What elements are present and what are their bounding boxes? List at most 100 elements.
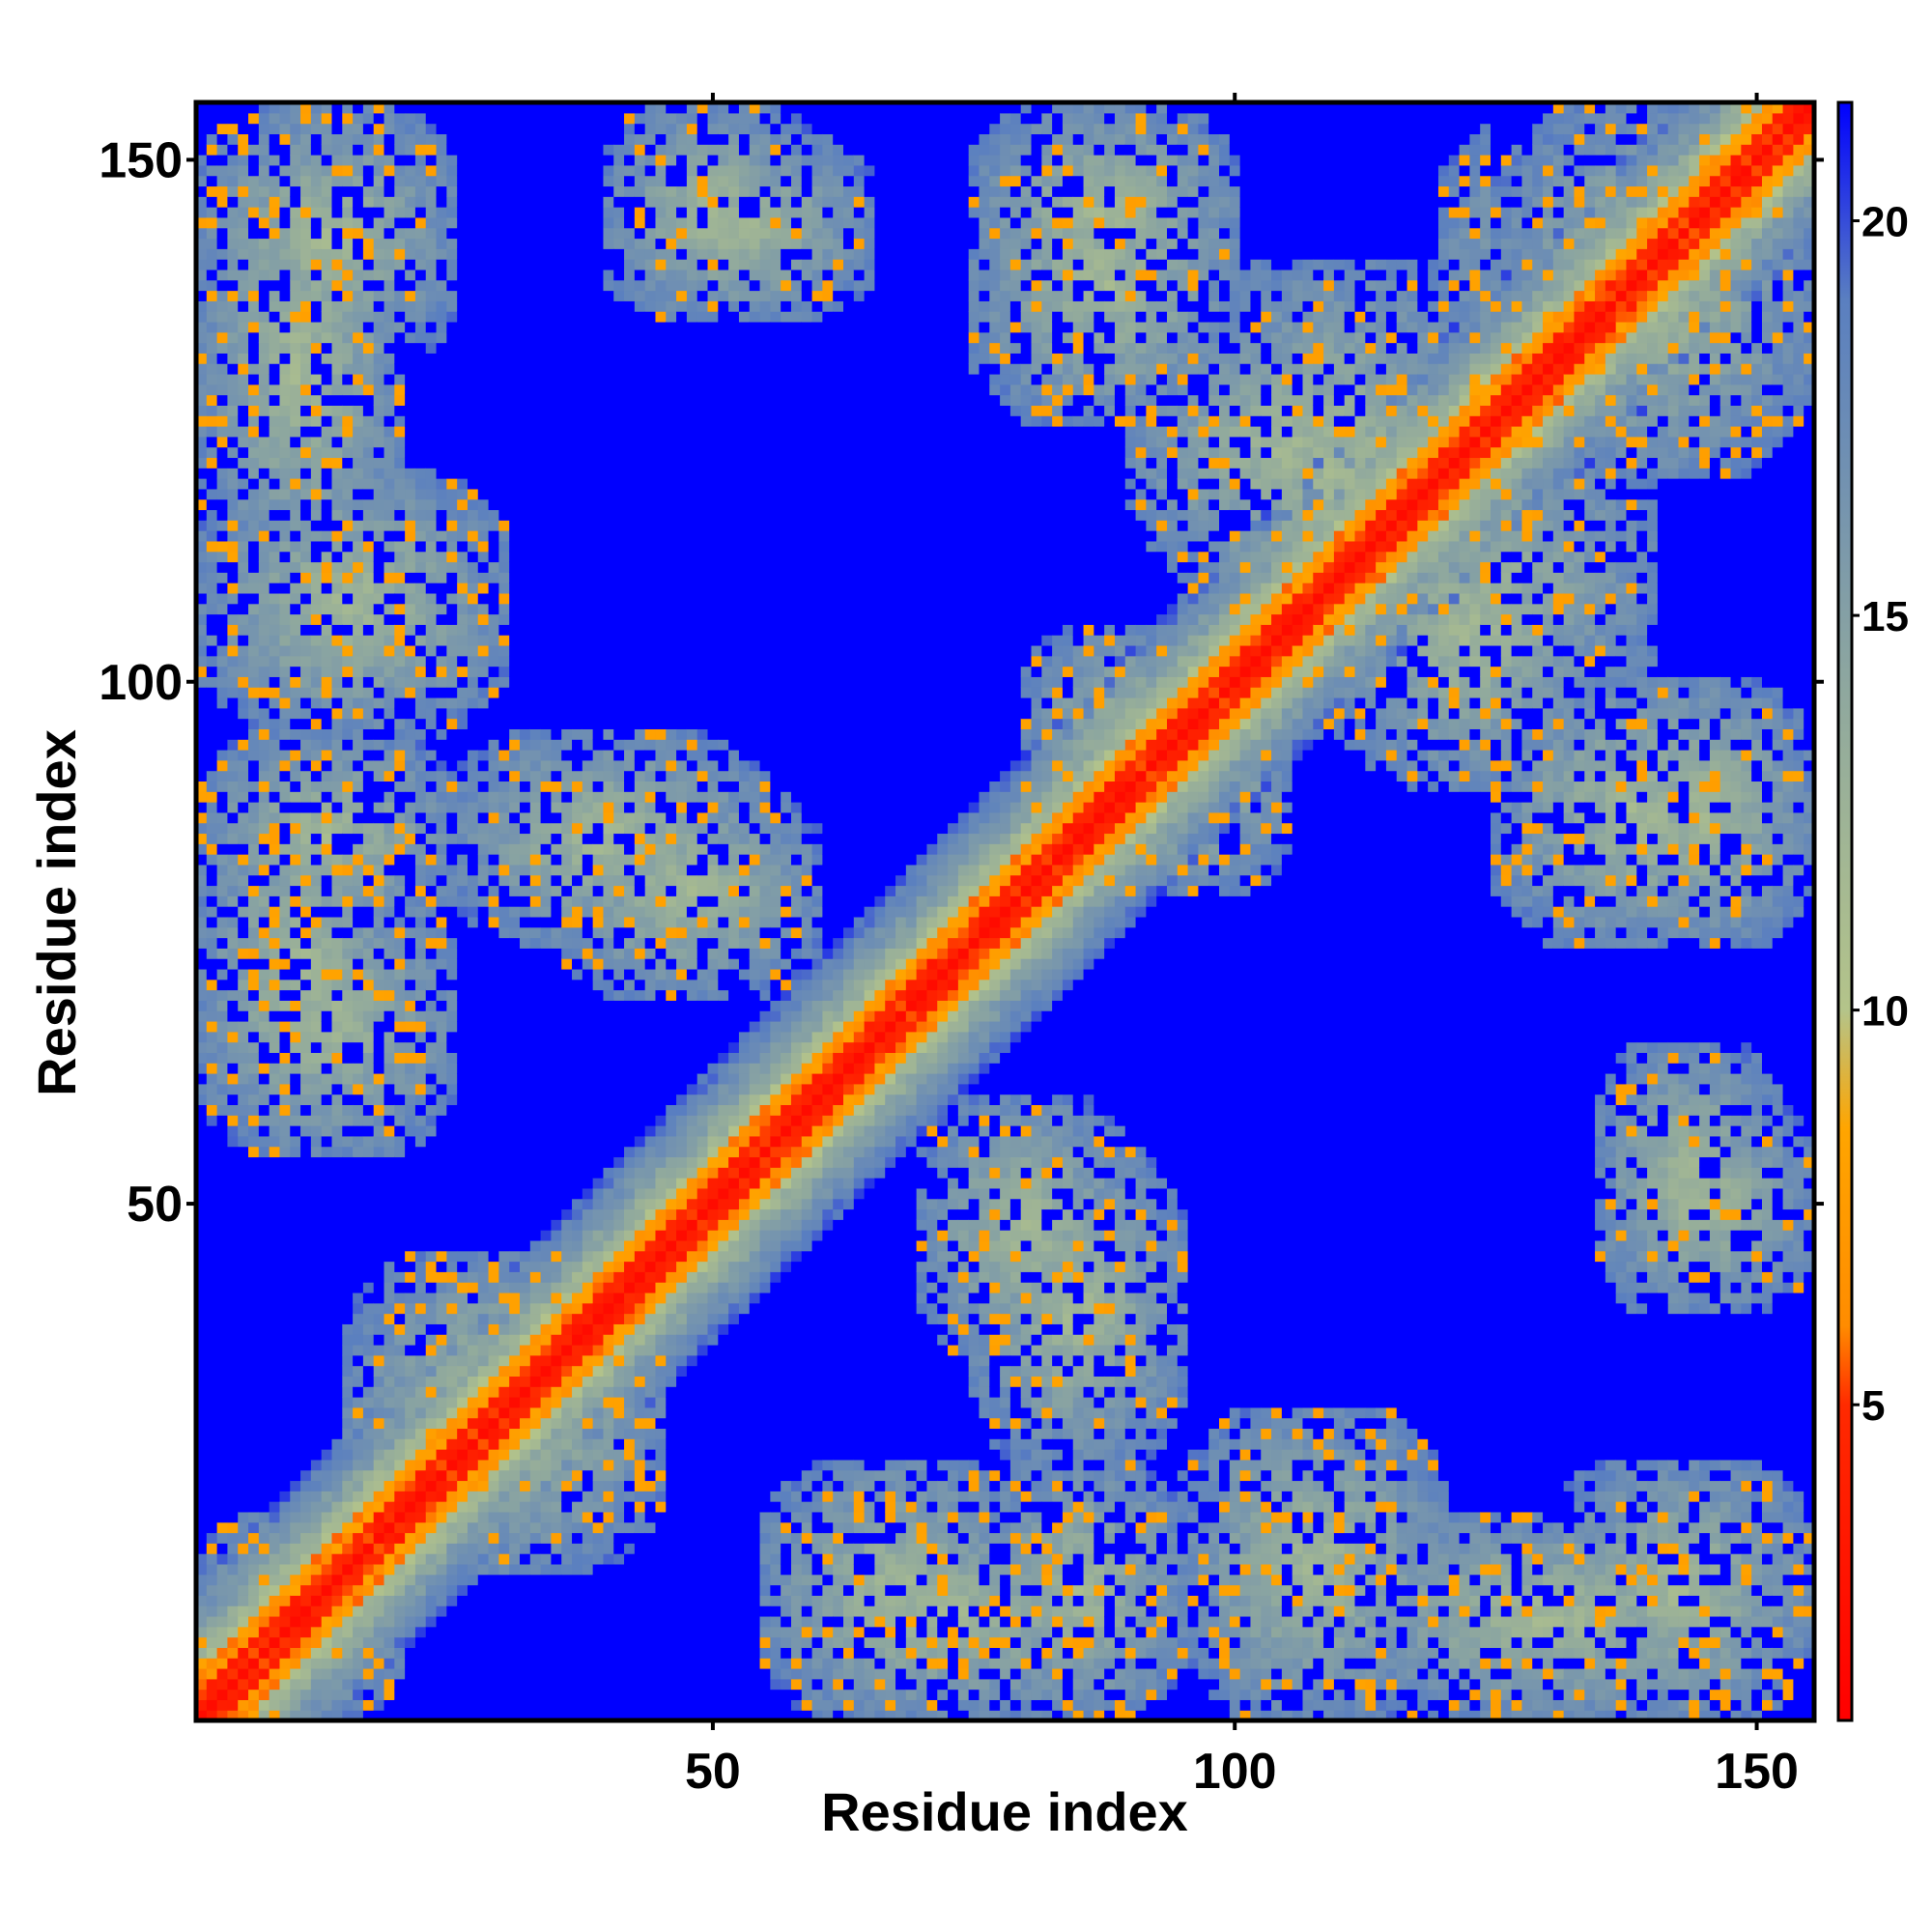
heatmap-cell [353, 938, 363, 949]
heatmap-cell [227, 771, 238, 781]
heatmap-cell [227, 176, 238, 186]
heatmap-cell [437, 280, 447, 291]
heatmap-cell [394, 176, 405, 186]
heatmap-cell [311, 415, 322, 426]
heatmap-cell [270, 624, 280, 635]
heatmap-cell [322, 1376, 332, 1386]
heatmap-cell [509, 958, 520, 969]
heatmap-cell [489, 1491, 499, 1501]
heatmap-cell [363, 1323, 374, 1334]
heatmap-cell [509, 906, 520, 917]
heatmap-cell [468, 176, 478, 186]
heatmap-cell [509, 1522, 520, 1533]
heatmap-cell [394, 895, 405, 906]
heatmap-cell [415, 875, 426, 886]
heatmap-cell [489, 958, 499, 969]
heatmap-cell [259, 374, 270, 384]
heatmap-cell [363, 1167, 374, 1178]
heatmap-cell [270, 468, 280, 478]
heatmap-cell [363, 885, 374, 895]
heatmap-cell [311, 1262, 322, 1272]
heatmap-cell [227, 322, 238, 332]
heatmap-cell [498, 604, 509, 614]
heatmap-cell [238, 1282, 248, 1293]
heatmap-cell [457, 499, 468, 510]
heatmap-cell [322, 980, 332, 990]
heatmap-cell [520, 1052, 530, 1063]
heatmap-cell [322, 520, 332, 530]
heatmap-cell [300, 1532, 311, 1543]
heatmap-cell [509, 1000, 520, 1010]
heatmap-cell [426, 990, 437, 1001]
heatmap-cell [238, 1230, 248, 1240]
heatmap-cell [248, 927, 259, 938]
heatmap-cell [520, 1021, 530, 1032]
heatmap-cell [405, 771, 415, 781]
heatmap-cell [207, 1000, 217, 1010]
heatmap-cell [468, 1418, 478, 1429]
heatmap-cell [468, 1386, 478, 1397]
heatmap-cell [311, 1438, 322, 1449]
heatmap-cell [290, 1532, 300, 1543]
heatmap-cell [238, 207, 248, 217]
heatmap-cell [311, 1668, 322, 1679]
heatmap-cell [217, 530, 228, 541]
heatmap-cell [270, 395, 280, 406]
heatmap-cell [217, 1208, 228, 1219]
heatmap-cell [394, 906, 405, 917]
heatmap-cell [311, 990, 322, 1001]
heatmap-cell [353, 1073, 363, 1084]
heatmap-cell [384, 1104, 395, 1115]
heatmap-cell [331, 854, 342, 865]
heatmap-cell [217, 1460, 228, 1470]
heatmap-cell [363, 1480, 374, 1491]
heatmap-cell [227, 1178, 238, 1188]
heatmap-cell [520, 489, 530, 499]
heatmap-cell [300, 697, 311, 708]
heatmap-cell [207, 917, 217, 927]
heatmap-cell [437, 708, 447, 719]
heatmap-cell [238, 144, 248, 155]
heatmap-cell [405, 1553, 415, 1564]
heatmap-cell [331, 1010, 342, 1021]
heatmap-cell [290, 1418, 300, 1429]
heatmap-cell [238, 196, 248, 207]
heatmap-cell [457, 875, 468, 886]
heatmap-cell [509, 739, 520, 750]
heatmap-cell [227, 353, 238, 363]
heatmap-cell [394, 1178, 405, 1188]
heatmap-cell [468, 802, 478, 812]
heatmap-cell [468, 1564, 478, 1575]
heatmap-cell [394, 155, 405, 165]
heatmap-cell [353, 165, 363, 176]
heatmap-cell [394, 1052, 405, 1063]
heatmap-cell [259, 739, 270, 750]
heatmap-cell [279, 1303, 290, 1314]
heatmap-cell [300, 1136, 311, 1147]
heatmap-cell [279, 1512, 290, 1522]
heatmap-cell [415, 280, 426, 291]
heatmap-cell [331, 885, 342, 895]
heatmap-cell [217, 1052, 228, 1063]
heatmap-cell [363, 1407, 374, 1418]
heatmap-cell [227, 478, 238, 489]
heatmap-cell [446, 300, 457, 311]
heatmap-cell [238, 1397, 248, 1407]
heatmap-cell [217, 635, 228, 645]
heatmap-cell [227, 457, 238, 468]
heatmap-cell [311, 1167, 322, 1178]
heatmap-cell [446, 405, 457, 415]
heatmap-cell [446, 687, 457, 697]
heatmap-cell [384, 196, 395, 207]
heatmap-cell [437, 437, 447, 447]
heatmap-cell [363, 1282, 374, 1293]
heatmap-cell [437, 343, 447, 354]
heatmap-cell [259, 1491, 270, 1501]
heatmap-cell [384, 1668, 395, 1679]
heatmap-cell [290, 478, 300, 489]
heatmap-cell [478, 217, 489, 228]
heatmap-cell [437, 1125, 447, 1136]
heatmap-cell [279, 1010, 290, 1021]
heatmap-cell [415, 990, 426, 1001]
heatmap-cell [331, 1156, 342, 1167]
